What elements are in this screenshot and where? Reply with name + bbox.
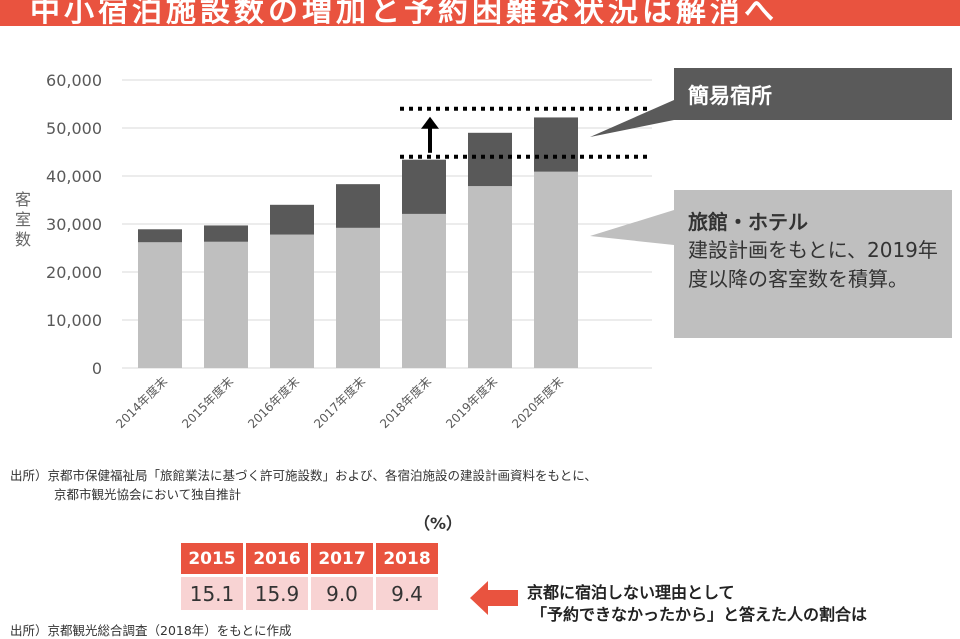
bar-ryokan-hotel (468, 186, 512, 368)
callout-pointer-ryokan (590, 210, 674, 245)
stacked-bar-chart: 010,00020,00030,00040,00050,00060,000201… (46, 71, 652, 431)
callout-pointer-kani (590, 100, 674, 137)
y-tick-label: 0 (92, 359, 102, 378)
table-unit: （%） (414, 514, 463, 533)
up-arrow-icon (421, 116, 439, 129)
table-header-row: 2015 2016 2017 2018 (181, 543, 438, 574)
table-cell: 9.4 (376, 577, 438, 610)
y-tick-label: 30,000 (46, 215, 102, 234)
bar-kani-shukusho (534, 117, 578, 172)
left-arrow-icon (470, 581, 518, 615)
table-cell: 9.0 (311, 577, 373, 610)
bar-ryokan-hotel (534, 171, 578, 368)
table-cell: 15.1 (181, 577, 243, 610)
y-axis-label: 客室数 (14, 190, 31, 249)
survey-note: 京都に宿泊しない理由として 「予約できなかったから」と答えた人の割合は (527, 582, 867, 626)
callout-ryokan-body: 建設計画をもとに、2019年度以降の客室数を積算。 (688, 238, 938, 291)
bar-ryokan-hotel (402, 213, 446, 368)
y-tick-label: 40,000 (46, 167, 102, 186)
table-header-cell: 2015 (181, 543, 243, 574)
callout-kani: 簡易宿所 (674, 68, 952, 120)
bar-ryokan-hotel (138, 242, 182, 368)
bar-kani-shukusho (402, 159, 446, 214)
bar-kani-shukusho (336, 184, 380, 228)
bar-kani-shukusho (138, 229, 182, 243)
bar-ryokan-hotel (336, 227, 380, 368)
y-tick-label: 50,000 (46, 119, 102, 138)
bar-ryokan-hotel (204, 241, 248, 368)
survey-note-line-2: 「予約できなかったから」と答えた人の割合は (531, 605, 868, 624)
y-tick-label: 20,000 (46, 263, 102, 282)
table-header-cell: 2016 (246, 543, 308, 574)
title-banner: 中小宿泊施設数の増加と予約困難な状況は解消へ (0, 0, 960, 26)
table-header-cell: 2018 (376, 543, 438, 574)
table-cell: 15.9 (246, 577, 308, 610)
source-line-1: 出所）京都市保健福祉局「旅館業法に基づく許可施設数」および、各宿泊施設の建設計画… (10, 468, 597, 483)
callout-kani-label: 簡易宿所 (688, 84, 772, 108)
bar-kani-shukusho (468, 132, 512, 187)
callout-ryokan: 旅館・ホテル 建設計画をもとに、2019年度以降の客室数を積算。 (674, 190, 952, 338)
survey-note-line-1: 京都に宿泊しない理由として (527, 583, 735, 602)
table-header-cell: 2017 (311, 543, 373, 574)
source-line-2: 京都市観光協会において独自推計 (54, 487, 242, 502)
y-tick-label: 10,000 (46, 311, 102, 330)
callout-ryokan-title: 旅館・ホテル (688, 210, 808, 234)
table-row: 15.1 15.9 9.0 9.4 (181, 577, 438, 610)
page-title: 中小宿泊施設数の増加と予約困難な状況は解消へ (30, 0, 778, 26)
y-tick-label: 60,000 (46, 71, 102, 90)
chart-source: 出所）京都市保健福祉局「旅館業法に基づく許可施設数」および、各宿泊施設の建設計画… (10, 466, 597, 504)
bar-kani-shukusho (204, 225, 248, 242)
bar-kani-shukusho (270, 204, 314, 235)
percentage-table: 2015 2016 2017 2018 15.1 15.9 9.0 9.4 (178, 540, 441, 613)
bar-ryokan-hotel (270, 234, 314, 368)
